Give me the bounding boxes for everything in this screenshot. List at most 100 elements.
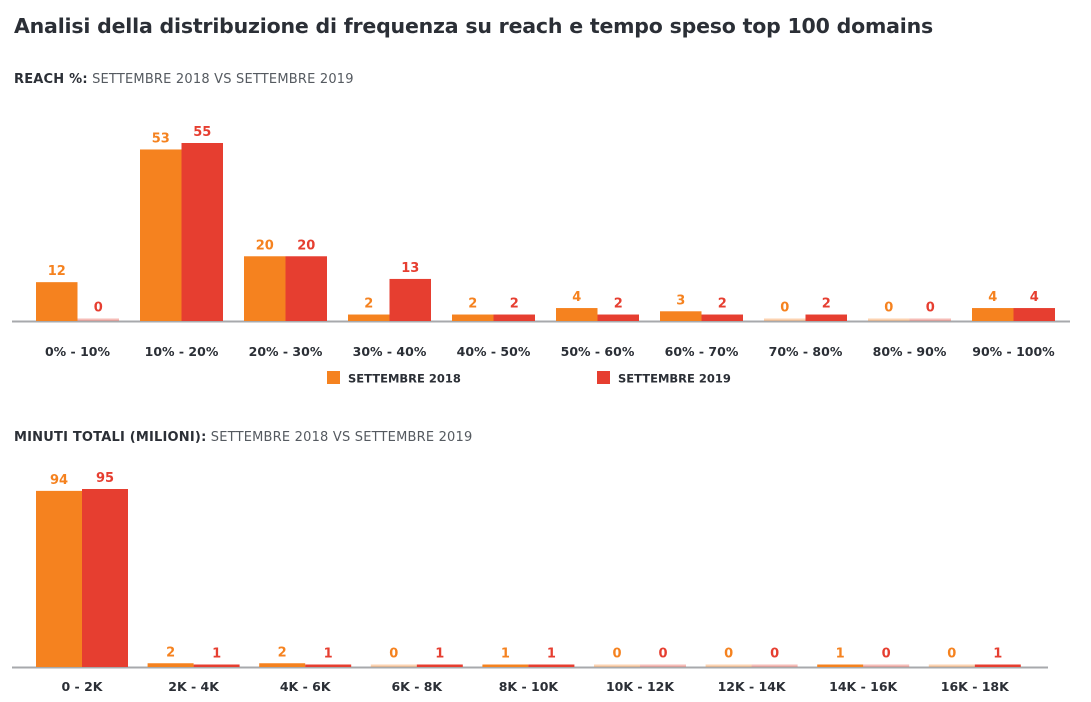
minutes-category-label: 0 - 2K <box>62 679 104 694</box>
minutes-bar-2019 <box>974 664 1021 667</box>
minutes-chart-title-rest: SETTEMBRE 2018 VS SETTEMBRE 2019 <box>206 430 473 445</box>
reach-bar-2019 <box>181 143 223 321</box>
minutes-category-label: 10K - 12K <box>606 679 675 694</box>
reach-bar-2018 <box>348 314 390 321</box>
reach-chart-title: REACH %: SETTEMBRE 2018 VS SETTEMBRE 201… <box>14 72 354 87</box>
reach-bar-2018 <box>972 308 1014 321</box>
minutes-data-label-2018: 1 <box>836 647 845 662</box>
minutes-category-label: 4K - 6K <box>280 679 332 694</box>
reach-data-label-2019: 2 <box>510 297 519 312</box>
reach-category-label: 50% - 60% <box>561 344 635 359</box>
reach-data-label-2019: 55 <box>193 125 211 140</box>
minutes-bar-2018 <box>928 664 975 667</box>
reach-data-label-2018: 0 <box>884 301 893 316</box>
minutes-data-label-2018: 0 <box>947 647 956 662</box>
reach-legend-label-2018: SETTEMBRE 2018 <box>348 372 461 386</box>
reach-category-label: 30% - 40% <box>353 344 427 359</box>
minutes-bar-2018 <box>147 663 194 667</box>
minutes-bar-2019 <box>528 664 575 667</box>
minutes-data-label-2018: 0 <box>724 647 733 662</box>
minutes-chart-title-bold: MINUTI TOTALI (MILIONI): <box>14 430 207 445</box>
reach-legend-swatch-2018 <box>327 371 340 384</box>
minutes-data-label-2019: 1 <box>324 647 333 662</box>
minutes-bar-2019 <box>305 664 352 667</box>
minutes-bar-2018 <box>370 664 417 667</box>
minutes-category-label: 14K - 16K <box>829 679 898 694</box>
reach-category-label: 0% - 10% <box>45 344 111 359</box>
minutes-bar-2019 <box>416 664 463 667</box>
reach-bar-2019 <box>77 318 119 321</box>
minutes-bar-2018 <box>817 664 864 667</box>
reach-category-label: 70% - 80% <box>769 344 843 359</box>
reach-bar-2019 <box>701 314 743 321</box>
reach-data-label-2018: 3 <box>676 293 685 308</box>
minutes-bar-2019 <box>640 664 686 667</box>
reach-category-label: 10% - 20% <box>145 344 219 359</box>
page-title: Analisi della distribuzione di frequenza… <box>14 14 934 38</box>
reach-legend-swatch-2019 <box>597 371 610 384</box>
reach-data-label-2019: 0 <box>94 301 103 316</box>
minutes-data-label-2019: 1 <box>547 647 556 662</box>
reach-chart-title-rest: SETTEMBRE 2018 VS SETTEMBRE 2019 <box>87 72 354 87</box>
minutes-bar-2019 <box>863 664 910 667</box>
reach-bar-2019 <box>597 314 639 321</box>
reach-data-label-2018: 0 <box>780 301 789 316</box>
minutes-data-label-2019: 1 <box>993 647 1002 662</box>
reach-data-label-2018: 2 <box>364 297 373 312</box>
minutes-category-label: 2K - 4K <box>168 679 220 694</box>
minutes-bar-2018 <box>594 664 640 667</box>
reach-data-label-2019: 20 <box>297 238 315 253</box>
minutes-data-label-2019: 0 <box>658 647 667 662</box>
reach-category-label: 20% - 30% <box>249 344 323 359</box>
reach-bar-2018 <box>140 149 182 321</box>
reach-bar-2018 <box>764 318 806 321</box>
minutes-bar-2019 <box>193 664 240 667</box>
minutes-bar-2019 <box>751 664 798 667</box>
minutes-category-label: 6K - 8K <box>391 679 443 694</box>
reach-data-label-2018: 4 <box>572 290 581 305</box>
reach-data-label-2019: 0 <box>926 301 935 316</box>
reach-category-label: 90% - 100% <box>972 344 1055 359</box>
minutes-category-label: 12K - 14K <box>718 679 787 694</box>
minutes-data-label-2019: 1 <box>435 647 444 662</box>
minutes-category-label: 16K - 18K <box>941 679 1010 694</box>
reach-data-label-2019: 4 <box>1030 290 1039 305</box>
minutes-data-label-2018: 2 <box>278 645 287 660</box>
reach-data-label-2018: 53 <box>152 131 170 146</box>
minutes-data-label-2018: 0 <box>389 647 398 662</box>
minutes-data-label-2018: 0 <box>612 647 621 662</box>
minutes-category-label: 8K - 10K <box>499 679 560 694</box>
minutes-data-label-2019: 95 <box>96 471 114 486</box>
reach-bar-2019 <box>285 256 327 321</box>
minutes-bar-2019 <box>82 489 128 667</box>
minutes-bar-2018 <box>259 663 306 667</box>
reach-legend-label-2019: SETTEMBRE 2019 <box>618 372 731 386</box>
reach-bar-2019 <box>909 318 951 321</box>
minutes-bar-2018 <box>482 664 529 667</box>
minutes-bar-2018 <box>36 490 82 667</box>
reach-bar-2018 <box>244 256 286 321</box>
reach-bar-2018 <box>556 308 598 321</box>
reach-data-label-2019: 2 <box>614 297 623 312</box>
reach-data-label-2019: 2 <box>822 297 831 312</box>
minutes-bar-2018 <box>705 664 752 667</box>
reach-bar-2019 <box>805 314 847 321</box>
reach-bar-2018 <box>452 314 494 321</box>
reach-bar-2019 <box>1013 308 1055 321</box>
reach-data-label-2018: 12 <box>48 264 66 279</box>
reach-data-label-2018: 4 <box>988 290 997 305</box>
minutes-data-label-2018: 94 <box>50 473 68 488</box>
reach-bar-2019 <box>389 278 431 321</box>
reach-bar-2018 <box>868 318 910 321</box>
reach-data-label-2018: 2 <box>468 297 477 312</box>
reach-bar-2019 <box>493 314 535 321</box>
reach-bar-2018 <box>660 311 702 321</box>
minutes-data-label-2019: 0 <box>770 647 779 662</box>
minutes-data-label-2019: 0 <box>882 647 891 662</box>
reach-category-label: 40% - 50% <box>457 344 531 359</box>
minutes-data-label-2018: 1 <box>501 647 510 662</box>
reach-category-label: 80% - 90% <box>873 344 947 359</box>
minutes-chart-title: MINUTI TOTALI (MILIONI): SETTEMBRE 2018 … <box>14 430 472 445</box>
reach-data-label-2019: 13 <box>401 261 419 276</box>
